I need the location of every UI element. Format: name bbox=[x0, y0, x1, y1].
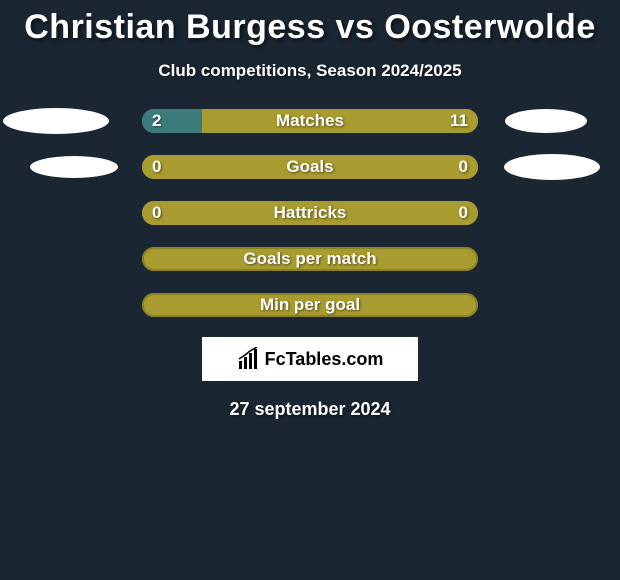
stat-row: Min per goal bbox=[0, 293, 620, 317]
stat-row: Hattricks0 0 bbox=[0, 201, 620, 225]
stat-value-left: 0 bbox=[152, 201, 161, 225]
decor-ellipse bbox=[505, 109, 587, 133]
stat-label: Min per goal bbox=[142, 293, 478, 317]
stat-row: Matches2 11 bbox=[0, 109, 620, 133]
stat-bar: Goals0 0 bbox=[142, 155, 478, 179]
logo-text: FcTables.com bbox=[265, 349, 384, 370]
stat-bar: Matches2 11 bbox=[142, 109, 478, 133]
logo-box: FcTables.com bbox=[202, 337, 418, 381]
stat-bar: Goals per match bbox=[142, 247, 478, 271]
decor-ellipse bbox=[30, 156, 118, 178]
stat-label: Goals bbox=[142, 155, 478, 179]
stat-row: Goals0 0 bbox=[0, 155, 620, 179]
stat-bar: Hattricks0 0 bbox=[142, 201, 478, 225]
stat-row: Goals per match bbox=[0, 247, 620, 271]
page-subtitle: Club competitions, Season 2024/2025 bbox=[0, 61, 620, 81]
datestamp: 27 september 2024 bbox=[0, 399, 620, 420]
stat-label: Matches bbox=[142, 109, 478, 133]
stat-bar: Min per goal bbox=[142, 293, 478, 317]
stat-value-left: 0 bbox=[152, 155, 161, 179]
decor-ellipse bbox=[504, 154, 600, 180]
stat-label: Hattricks bbox=[142, 201, 478, 225]
stat-value-right: 0 bbox=[459, 155, 468, 179]
stat-value-left: 2 bbox=[152, 109, 161, 133]
stat-value-right: 11 bbox=[450, 109, 468, 133]
page-title: Christian Burgess vs Oosterwolde bbox=[0, 0, 620, 47]
stat-value-right: 0 bbox=[459, 201, 468, 225]
decor-ellipse bbox=[3, 108, 109, 134]
barchart-icon bbox=[237, 347, 261, 371]
stat-rows: Matches211Goals00Hattricks00Goals per ma… bbox=[0, 109, 620, 317]
stat-label: Goals per match bbox=[142, 247, 478, 271]
